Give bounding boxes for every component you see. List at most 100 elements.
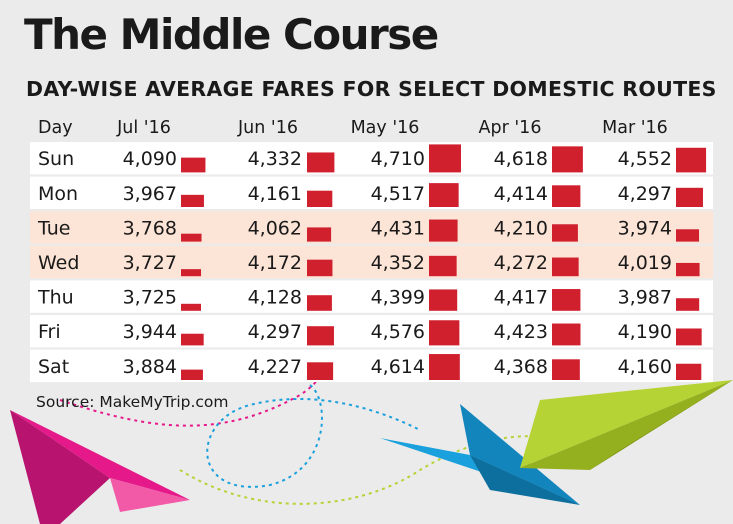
fare-value: 4,190 xyxy=(618,321,672,343)
fare-value: 4,227 xyxy=(248,356,302,378)
fare-bar xyxy=(429,255,457,277)
header-month: Jun '16 xyxy=(237,118,298,138)
fare-value: 4,710 xyxy=(371,148,425,170)
fare-bar xyxy=(676,298,700,311)
header-day: Day xyxy=(38,118,73,138)
blue-plane-keel xyxy=(470,455,580,505)
fare-value: 4,399 xyxy=(371,287,425,309)
day-label: Mon xyxy=(38,183,78,205)
pink-plane-body xyxy=(10,410,110,524)
fare-bar xyxy=(676,147,707,173)
row-background xyxy=(30,280,713,313)
fare-bar xyxy=(676,262,700,277)
fare-bar xyxy=(429,354,460,380)
table-row: Sat 3,884 4,227 4,614 4,368 4,160 xyxy=(30,349,713,382)
table-row: Thu 3,725 4,128 4,399 4,417 3,987 xyxy=(30,280,713,313)
fare-bar xyxy=(676,363,702,380)
fare-value: 4,576 xyxy=(371,321,425,343)
fare-value: 4,517 xyxy=(371,183,425,205)
fare-value: 4,128 xyxy=(248,287,302,309)
chart-title: The Middle Course xyxy=(24,10,439,59)
fare-bar xyxy=(676,229,700,242)
green-plane-keel xyxy=(590,380,733,470)
fare-value: 4,161 xyxy=(248,183,302,205)
chart-subtitle: DAY-WISE AVERAGE FARES FOR SELECT DOMEST… xyxy=(26,77,717,101)
fare-bar xyxy=(307,190,333,207)
header-month: Mar '16 xyxy=(602,118,668,138)
table-row: Sun 4,090 4,332 4,710 4,618 4,552 xyxy=(30,142,713,175)
fare-bar xyxy=(676,187,703,207)
fare-value: 4,431 xyxy=(371,217,425,239)
fare-value: 4,423 xyxy=(494,321,548,343)
fare-bar xyxy=(429,289,458,311)
green-flight-path xyxy=(179,435,561,505)
table-row: Mon 3,967 4,161 4,517 4,414 4,297 xyxy=(30,176,713,209)
fare-value: 4,618 xyxy=(494,148,548,170)
fare-bar xyxy=(552,359,580,380)
row-background xyxy=(30,211,713,244)
fare-value: 4,417 xyxy=(494,287,548,309)
pink-plane-wing xyxy=(10,410,190,500)
fare-bar xyxy=(181,233,202,242)
table-row: Fri 3,944 4,297 4,576 4,423 4,190 xyxy=(30,315,713,348)
row-background xyxy=(30,245,713,279)
fare-value: 4,090 xyxy=(123,148,177,170)
day-label: Fri xyxy=(38,321,61,343)
row-background xyxy=(30,142,713,175)
fare-bar xyxy=(552,257,579,277)
fare-bar xyxy=(429,320,460,346)
fare-bar xyxy=(181,369,203,380)
fare-value: 4,272 xyxy=(494,252,548,274)
fare-value: 3,884 xyxy=(123,356,177,378)
fare-value: 4,210 xyxy=(494,217,548,239)
fare-bar xyxy=(181,303,201,311)
fare-bar xyxy=(307,227,332,242)
fare-bar xyxy=(181,333,204,346)
fare-value: 4,352 xyxy=(371,252,425,274)
row-background xyxy=(30,315,713,348)
day-label: Thu xyxy=(37,287,74,309)
row-background xyxy=(30,176,713,209)
header-month: May '16 xyxy=(351,118,420,138)
fare-value: 3,944 xyxy=(123,321,177,343)
pink-flight-path xyxy=(59,355,328,427)
fare-value: 3,725 xyxy=(123,287,177,309)
green-plane-body xyxy=(520,380,733,470)
fare-value: 4,172 xyxy=(248,252,302,274)
fare-value: 4,552 xyxy=(618,148,672,170)
pink-plane-tail xyxy=(110,478,190,512)
fare-value: 4,368 xyxy=(494,356,548,378)
fare-bar xyxy=(676,328,702,346)
fare-value: 4,297 xyxy=(248,321,302,343)
fare-bar xyxy=(552,224,578,242)
source-note: Source: MakeMyTrip.com xyxy=(36,393,229,411)
fare-bar xyxy=(181,269,202,277)
header-month: Apr '16 xyxy=(479,118,542,138)
fare-value: 4,332 xyxy=(248,148,302,170)
fare-value: 4,297 xyxy=(618,183,672,205)
fare-bar xyxy=(552,146,583,173)
fare-value: 4,414 xyxy=(494,183,548,205)
fare-bar xyxy=(181,194,204,207)
fare-value: 3,987 xyxy=(618,287,672,309)
fare-value: 3,974 xyxy=(618,217,672,239)
fare-value: 3,727 xyxy=(123,252,177,274)
fare-bar xyxy=(307,259,333,277)
fare-value: 4,614 xyxy=(371,356,425,378)
fare-bar xyxy=(307,295,332,311)
fare-bar xyxy=(552,323,581,346)
header-month: Jul '16 xyxy=(116,118,171,138)
fare-bar xyxy=(307,326,334,346)
fare-value: 4,019 xyxy=(618,252,672,274)
table-row: Tue 3,768 4,062 4,431 4,210 3,974 xyxy=(30,211,713,244)
day-label: Wed xyxy=(38,252,79,274)
fare-table: Day Jul '16 Jun '16 May '16 Apr '16 Mar '16 Su… xyxy=(30,118,713,382)
day-label: Sun xyxy=(38,148,74,170)
day-label: Tue xyxy=(37,217,70,239)
fare-bar xyxy=(429,144,461,173)
fare-value: 4,160 xyxy=(618,356,672,378)
fare-value: 3,967 xyxy=(123,183,177,205)
blue-plane-body xyxy=(460,404,580,505)
fare-bar xyxy=(552,289,581,311)
